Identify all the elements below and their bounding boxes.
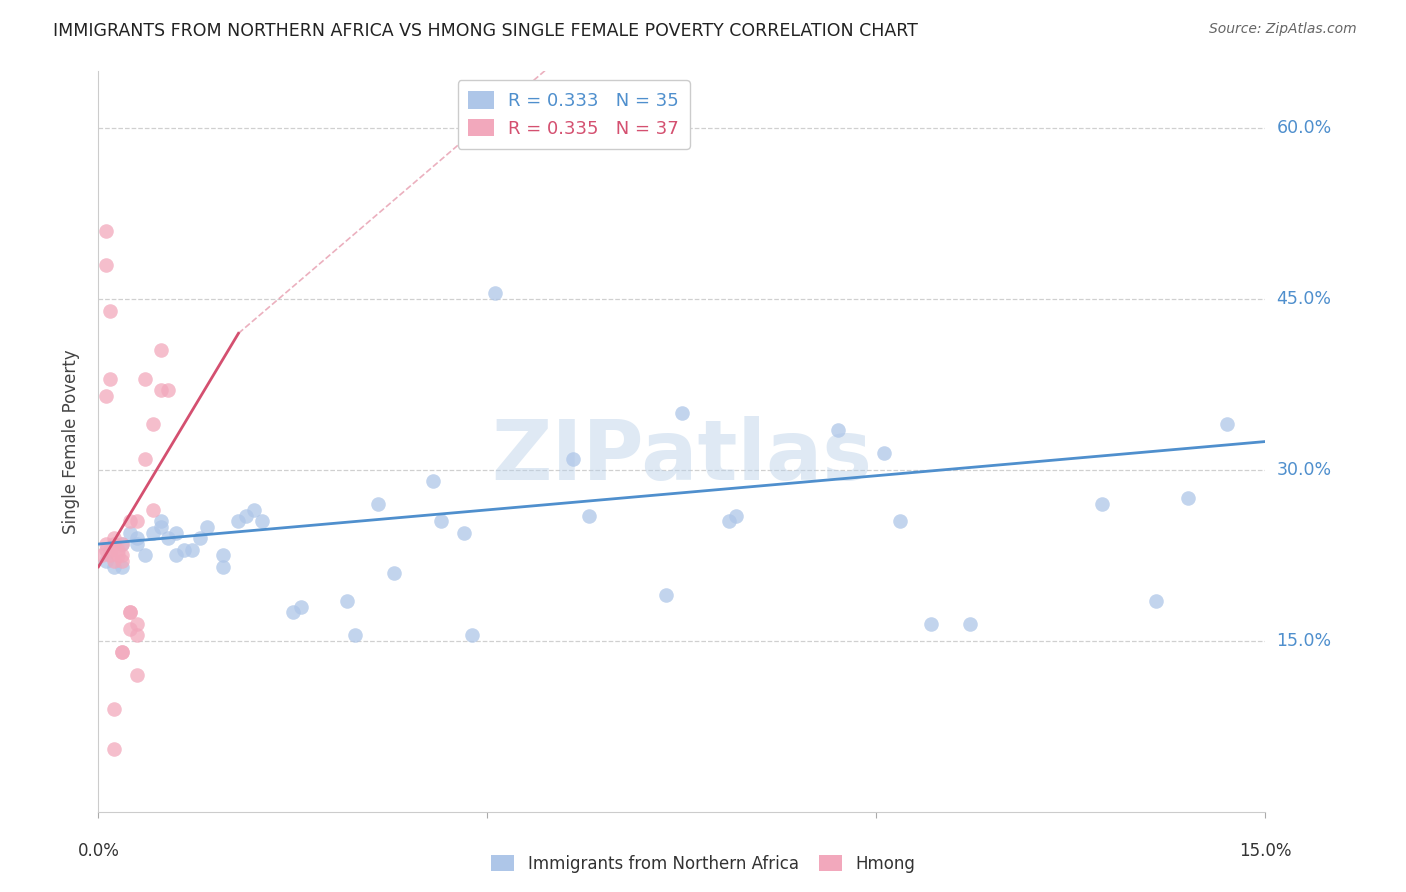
Point bbox=[96, 554, 118, 568]
Point bbox=[103, 554, 125, 568]
Text: IMMIGRANTS FROM NORTHERN AFRICA VS HMONG SINGLE FEMALE POVERTY CORRELATION CHART: IMMIGRANTS FROM NORTHERN AFRICA VS HMONG… bbox=[53, 22, 918, 40]
Text: 15.0%: 15.0% bbox=[1239, 842, 1292, 860]
Point bbox=[142, 525, 165, 540]
Point bbox=[96, 542, 118, 557]
Point bbox=[243, 503, 266, 517]
Point bbox=[127, 537, 149, 551]
Point bbox=[920, 616, 942, 631]
Point bbox=[98, 542, 121, 557]
Point bbox=[103, 532, 125, 546]
Point bbox=[959, 616, 981, 631]
Point bbox=[235, 508, 257, 523]
Point bbox=[118, 514, 141, 528]
Point bbox=[562, 451, 585, 466]
Point bbox=[96, 389, 118, 403]
Point bbox=[827, 423, 849, 437]
Point bbox=[149, 520, 172, 534]
Point bbox=[127, 616, 149, 631]
Point bbox=[118, 623, 141, 637]
Text: 45.0%: 45.0% bbox=[1277, 290, 1331, 308]
Point bbox=[889, 514, 911, 528]
Point bbox=[382, 566, 405, 580]
Point bbox=[118, 606, 141, 620]
Point bbox=[1146, 594, 1168, 608]
Point bbox=[195, 520, 218, 534]
Legend: R = 0.333   N = 35, R = 0.335   N = 37: R = 0.333 N = 35, R = 0.335 N = 37 bbox=[457, 80, 690, 149]
Point bbox=[96, 258, 118, 272]
Point bbox=[103, 742, 125, 756]
Point bbox=[118, 525, 141, 540]
Point bbox=[188, 532, 211, 546]
Point bbox=[103, 559, 125, 574]
Point bbox=[142, 503, 165, 517]
Point bbox=[98, 372, 121, 386]
Point bbox=[91, 549, 114, 563]
Point bbox=[111, 537, 134, 551]
Point bbox=[111, 645, 134, 659]
Point bbox=[134, 372, 156, 386]
Point bbox=[422, 475, 444, 489]
Point bbox=[453, 525, 475, 540]
Text: 0.0%: 0.0% bbox=[77, 842, 120, 860]
Point bbox=[725, 508, 748, 523]
Point bbox=[671, 406, 693, 420]
Point bbox=[1091, 497, 1114, 511]
Point bbox=[212, 559, 235, 574]
Text: 30.0%: 30.0% bbox=[1277, 461, 1331, 479]
Point bbox=[578, 508, 600, 523]
Point bbox=[250, 514, 273, 528]
Point bbox=[127, 514, 149, 528]
Text: 60.0%: 60.0% bbox=[1277, 120, 1331, 137]
Point bbox=[367, 497, 389, 511]
Point bbox=[149, 514, 172, 528]
Point bbox=[111, 559, 134, 574]
Point bbox=[344, 628, 367, 642]
Point bbox=[165, 549, 187, 563]
Point bbox=[103, 537, 125, 551]
Legend: Immigrants from Northern Africa, Hmong: Immigrants from Northern Africa, Hmong bbox=[484, 848, 922, 880]
Point bbox=[149, 384, 172, 398]
Y-axis label: Single Female Poverty: Single Female Poverty bbox=[62, 350, 80, 533]
Point bbox=[180, 542, 202, 557]
Point bbox=[111, 554, 134, 568]
Point bbox=[98, 549, 121, 563]
Point bbox=[96, 224, 118, 238]
Point bbox=[1177, 491, 1199, 506]
Point bbox=[484, 286, 506, 301]
Point bbox=[461, 628, 484, 642]
Point bbox=[655, 588, 678, 602]
Point bbox=[336, 594, 359, 608]
Point bbox=[281, 606, 304, 620]
Point bbox=[142, 417, 165, 432]
Point bbox=[118, 606, 141, 620]
Point bbox=[429, 514, 451, 528]
Point bbox=[157, 384, 180, 398]
Point bbox=[873, 446, 896, 460]
Point bbox=[103, 702, 125, 716]
Point bbox=[98, 303, 121, 318]
Point bbox=[165, 525, 187, 540]
Point bbox=[111, 537, 134, 551]
Point bbox=[127, 668, 149, 682]
Text: 15.0%: 15.0% bbox=[1277, 632, 1331, 650]
Text: ZIPatlas: ZIPatlas bbox=[492, 416, 872, 497]
Point bbox=[96, 537, 118, 551]
Point bbox=[290, 599, 312, 614]
Point bbox=[717, 514, 740, 528]
Point bbox=[157, 532, 180, 546]
Point bbox=[111, 549, 134, 563]
Point bbox=[1215, 417, 1237, 432]
Text: Source: ZipAtlas.com: Source: ZipAtlas.com bbox=[1209, 22, 1357, 37]
Point bbox=[173, 542, 195, 557]
Point bbox=[107, 542, 129, 557]
Point bbox=[107, 549, 129, 563]
Point bbox=[149, 343, 172, 358]
Point bbox=[111, 645, 134, 659]
Point bbox=[134, 451, 156, 466]
Point bbox=[134, 549, 156, 563]
Point bbox=[127, 628, 149, 642]
Point bbox=[228, 514, 250, 528]
Point bbox=[127, 532, 149, 546]
Point bbox=[212, 549, 235, 563]
